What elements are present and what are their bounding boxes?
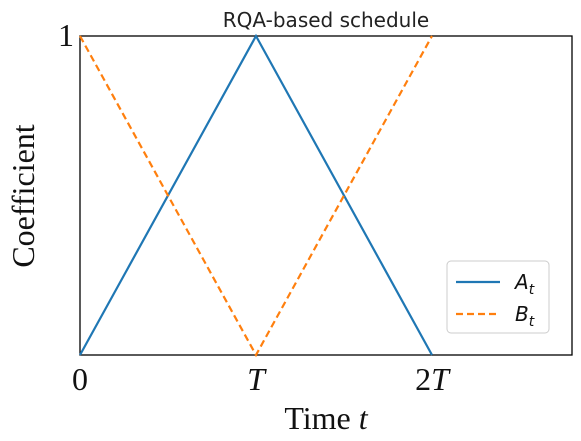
x-tick-label-0: 0 (72, 361, 88, 397)
legend-label-b-base: B (515, 302, 529, 326)
legend-label-b-sub: t (529, 314, 535, 330)
legend-label-a-base: A (513, 270, 529, 294)
x-axis-label-text: Time (284, 400, 350, 436)
chart-title: RQA-based schedule (223, 8, 429, 32)
x-tick-label-2t-var: T (431, 361, 451, 397)
legend-label-b: Bt (515, 302, 535, 330)
legend: At Bt (446, 260, 550, 334)
legend-label-a: At (513, 270, 535, 298)
series-layer (79, 33, 433, 358)
series-line-b (79, 35, 433, 358)
x-axis-label: Time t (284, 400, 368, 436)
x-tick-label-2t: 2T (415, 361, 451, 397)
x-tick-label-2t-digit: 2 (415, 361, 431, 397)
series-line-a (79, 33, 433, 356)
y-tick-label-1: 1 (58, 17, 74, 53)
legend-label-a-sub: t (529, 282, 535, 298)
x-tick-label-t: T (247, 361, 267, 397)
y-axis-label: Coefficient (5, 124, 41, 267)
plot-frame (79, 35, 573, 356)
x-axis-label-var: t (359, 400, 369, 436)
